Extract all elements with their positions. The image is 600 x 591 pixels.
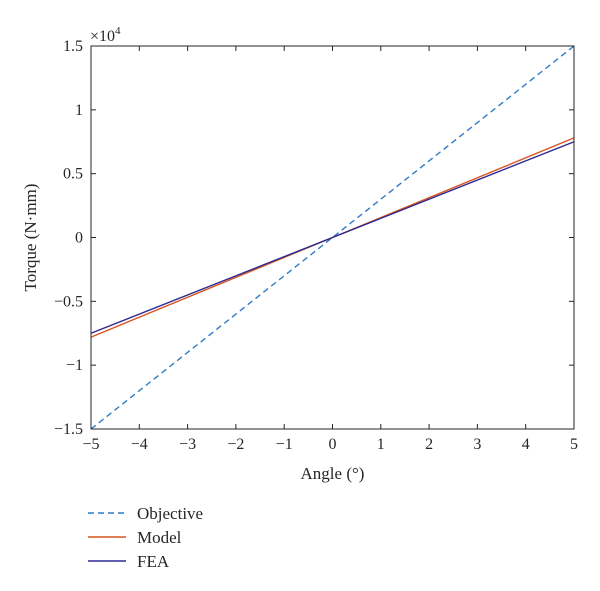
legend: Objective Model FEA — [88, 504, 203, 571]
x-axis-label: Angle (°) — [301, 464, 365, 483]
series-line-objective — [91, 46, 574, 429]
x-tick-label: 0 — [329, 436, 337, 453]
x-tick-label: −2 — [227, 436, 244, 453]
x-tick-label: −5 — [82, 436, 99, 453]
x-axis: −5 −4 −3 −2 −1 0 1 2 3 4 5 — [82, 46, 578, 453]
y-tick-label: −1.5 — [54, 421, 83, 438]
y-axis-label: Torque (N·mm) — [21, 184, 40, 292]
legend-label-objective: Objective — [137, 504, 203, 523]
y-tick-label: −0.5 — [54, 293, 83, 310]
legend-label-fea: FEA — [137, 552, 170, 571]
x-tick-label: 1 — [377, 436, 385, 453]
x-tick-label: 4 — [522, 436, 530, 453]
x-tick-label: −1 — [276, 436, 293, 453]
y-axis: −1.5 −1 −0.5 0 0.5 1 1.5 — [54, 38, 574, 438]
x-tick-label: 5 — [570, 436, 578, 453]
x-tick-label: 3 — [473, 436, 481, 453]
y-tick-label: 1 — [75, 102, 83, 119]
series-layer — [91, 46, 574, 429]
series-line-fea — [91, 141, 574, 334]
legend-label-model: Model — [137, 528, 182, 547]
y-tick-label: 0.5 — [63, 166, 83, 183]
y-axis-multiplier: ×104 — [90, 25, 121, 45]
x-tick-label: 2 — [425, 436, 433, 453]
x-tick-label: −4 — [131, 436, 148, 453]
y-tick-label: 1.5 — [63, 38, 83, 55]
y-tick-label: −1 — [66, 357, 83, 374]
y-tick-label: 0 — [75, 230, 83, 247]
x-tick-label: −3 — [179, 436, 196, 453]
